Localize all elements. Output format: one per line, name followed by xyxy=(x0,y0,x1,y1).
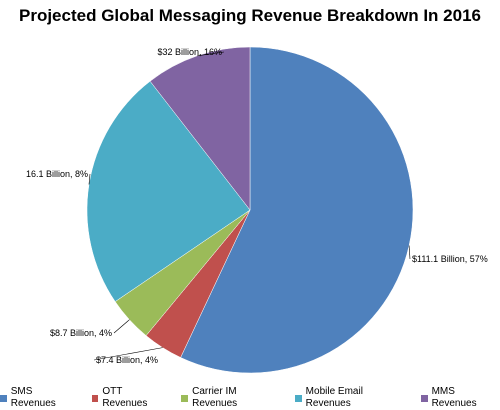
data-label: 16.1 Billion, 8% xyxy=(26,169,88,179)
legend-item: MMS Revenues xyxy=(420,386,500,410)
legend-label: Carrier IM Revenues xyxy=(192,386,238,409)
legend-label: OTT Revenues xyxy=(102,386,148,409)
leader-line xyxy=(113,319,130,334)
leader-line xyxy=(88,173,91,185)
legend-label: Mobile Email Revenues xyxy=(305,386,363,409)
data-label: $8.7 Billion, 4% xyxy=(50,328,112,338)
legend-item: OTT Revenues xyxy=(91,386,168,410)
legend-label: MMS Revenues xyxy=(431,386,477,409)
leader-line xyxy=(408,245,411,260)
legend-swatch xyxy=(420,394,428,402)
legend-swatch xyxy=(181,394,189,402)
leader-line xyxy=(93,347,163,361)
data-label: $7.4 Billion, 4% xyxy=(96,355,158,365)
chart-title: Projected Global Messaging Revenue Break… xyxy=(19,6,481,25)
leader-line xyxy=(197,51,225,57)
chart-legend: SMS Revenues OTT Revenues Carrier IM Reven… xyxy=(0,386,500,410)
legend-item: Mobile Email Revenues xyxy=(294,386,407,410)
legend-swatch xyxy=(294,394,302,402)
pie-slice-sms-revenues xyxy=(180,46,414,374)
legend-item: SMS Revenues xyxy=(0,386,78,410)
legend-item: Carrier IM Revenues xyxy=(181,386,281,410)
legend-label: SMS Revenues xyxy=(10,386,56,409)
data-label: $32 Billion, 16% xyxy=(157,47,222,57)
legend-swatch xyxy=(91,394,99,402)
data-label: $111.1 Billion, 57% xyxy=(412,254,488,264)
legend-swatch xyxy=(0,394,7,402)
pie-slice-mobile-email-revenues xyxy=(86,80,251,302)
